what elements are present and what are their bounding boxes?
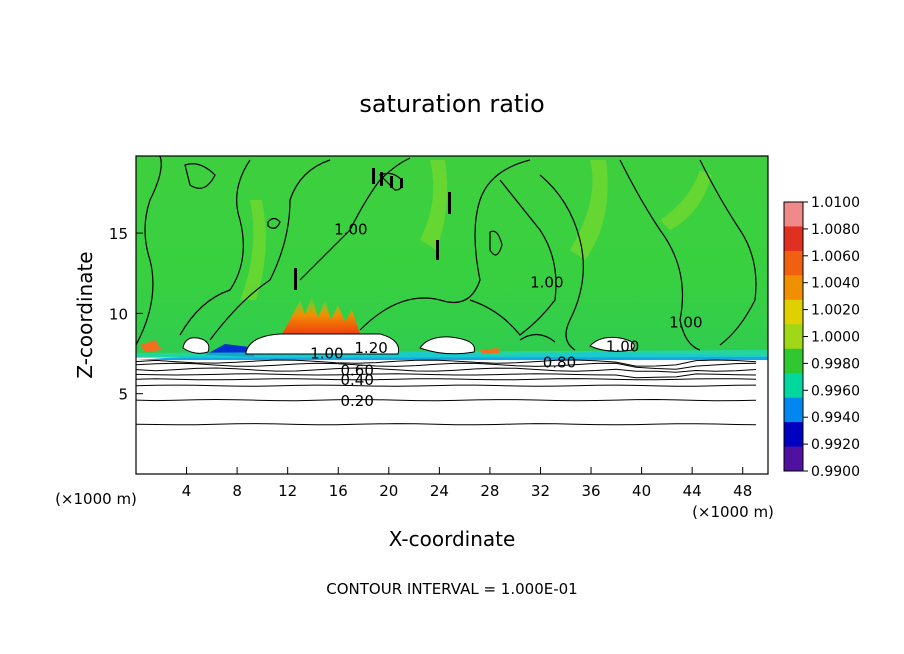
y-axis-label: Z-coordinate [73, 251, 97, 378]
flat-contour-line [136, 359, 757, 367]
colorbar-swatch [784, 226, 803, 252]
x-tick-label: 20 [379, 482, 398, 500]
colorbar-swatch [784, 250, 803, 276]
x-tick-label: 28 [480, 482, 499, 500]
colorbar-label: 0.9960 [811, 383, 860, 399]
colorbar-label: 0.9920 [811, 437, 860, 453]
flat-contour-line [136, 423, 757, 426]
flat-contour-line [136, 384, 757, 387]
colorbar-swatch [784, 373, 803, 399]
colorbar-label: 0.9900 [811, 464, 860, 480]
contour-interval-note: CONTOUR INTERVAL = 1.000E-01 [326, 580, 577, 598]
contours-flat [136, 359, 757, 426]
x-tick-label: 12 [278, 482, 297, 500]
x-tick-label: 24 [430, 482, 449, 500]
contour-label: 1.00 [530, 273, 563, 291]
contour-streaks [294, 168, 451, 290]
contours-irregular [136, 156, 757, 351]
contour-label: 1.20 [354, 339, 387, 357]
contour-label: 1.00 [669, 313, 702, 331]
colorbar-label: 1.0060 [811, 249, 860, 265]
contour-labels: 1.00 1.00 1.00 1.20 1.00 1.00 0.80 0.600.40 0.20 [310, 220, 702, 410]
x-unit-label-right: (×1000 m) [692, 503, 774, 521]
x-axis: 4 8 12 16 20 24 28 32 36 40 44 48 [182, 467, 752, 500]
x-tick-label: 8 [232, 482, 242, 500]
colorbar-label: 1.0080 [811, 222, 860, 238]
colorbar-label: 1.0100 [811, 195, 860, 211]
colorbar: 1.0100 1.0080 1.0060 1.0040 1.0020 1.0000 0.99… [783, 195, 860, 480]
x-tick-label: 36 [581, 482, 600, 500]
subsaturated-field [136, 357, 768, 474]
colorbar-label: 0.9980 [811, 356, 860, 372]
x-unit-label-left: (×1000 m) [55, 490, 137, 508]
flat-contour-line [136, 362, 757, 370]
y-tick-label: 5 [118, 386, 128, 404]
contour-label: 0.40 [340, 371, 373, 389]
colorbar-swatch [784, 299, 803, 325]
x-tick-label: 44 [683, 482, 702, 500]
flat-contour-line [136, 367, 757, 373]
chart-title: saturation ratio [359, 90, 544, 118]
contour-label: 0.20 [340, 392, 373, 410]
x-tick-label: 32 [531, 482, 550, 500]
colorbar-label: 0.9940 [811, 410, 860, 426]
colorbar-label: 1.0040 [811, 276, 860, 292]
plot-frame [135, 155, 769, 475]
flat-contour-line [136, 373, 757, 379]
dry-pockets [182, 333, 635, 355]
colorbar-swatch [784, 397, 803, 423]
colorbar-swatch [784, 202, 803, 227]
x-tick-label: 40 [632, 482, 651, 500]
contour-label: 1.00 [310, 345, 343, 363]
colorbar-swatch [784, 324, 803, 350]
x-tick-label: 48 [733, 482, 752, 500]
colorbar-swatch [784, 275, 803, 301]
plot-area: 1.00 1.00 1.00 1.20 1.00 1.00 0.80 0.600.40 0.20 [136, 156, 768, 474]
colorbar-swatch [784, 446, 803, 472]
flat-contour-line [136, 398, 757, 402]
x-tick-label: 4 [182, 482, 192, 500]
colorbar-label: 1.0020 [811, 303, 860, 319]
colorbar-swatch [784, 348, 803, 374]
x-axis-label: X-coordinate [389, 527, 516, 551]
y-tick-label: 15 [109, 225, 128, 243]
contour-label: 0.60 [340, 362, 373, 380]
field-texture [240, 160, 712, 300]
contour-label: 0.80 [543, 354, 576, 372]
y-tick-label: 10 [109, 305, 128, 323]
y-axis: 5 10 15 [109, 225, 143, 404]
contour-label: 1.00 [334, 220, 367, 238]
colorbar-label: 1.0000 [811, 330, 860, 346]
contour-label: 1.00 [606, 338, 639, 356]
warm-patch [282, 295, 360, 334]
x-tick-label: 16 [329, 482, 348, 500]
saturated-field [136, 156, 768, 357]
colorbar-swatch [784, 422, 803, 448]
flat-contour-line [136, 378, 757, 381]
